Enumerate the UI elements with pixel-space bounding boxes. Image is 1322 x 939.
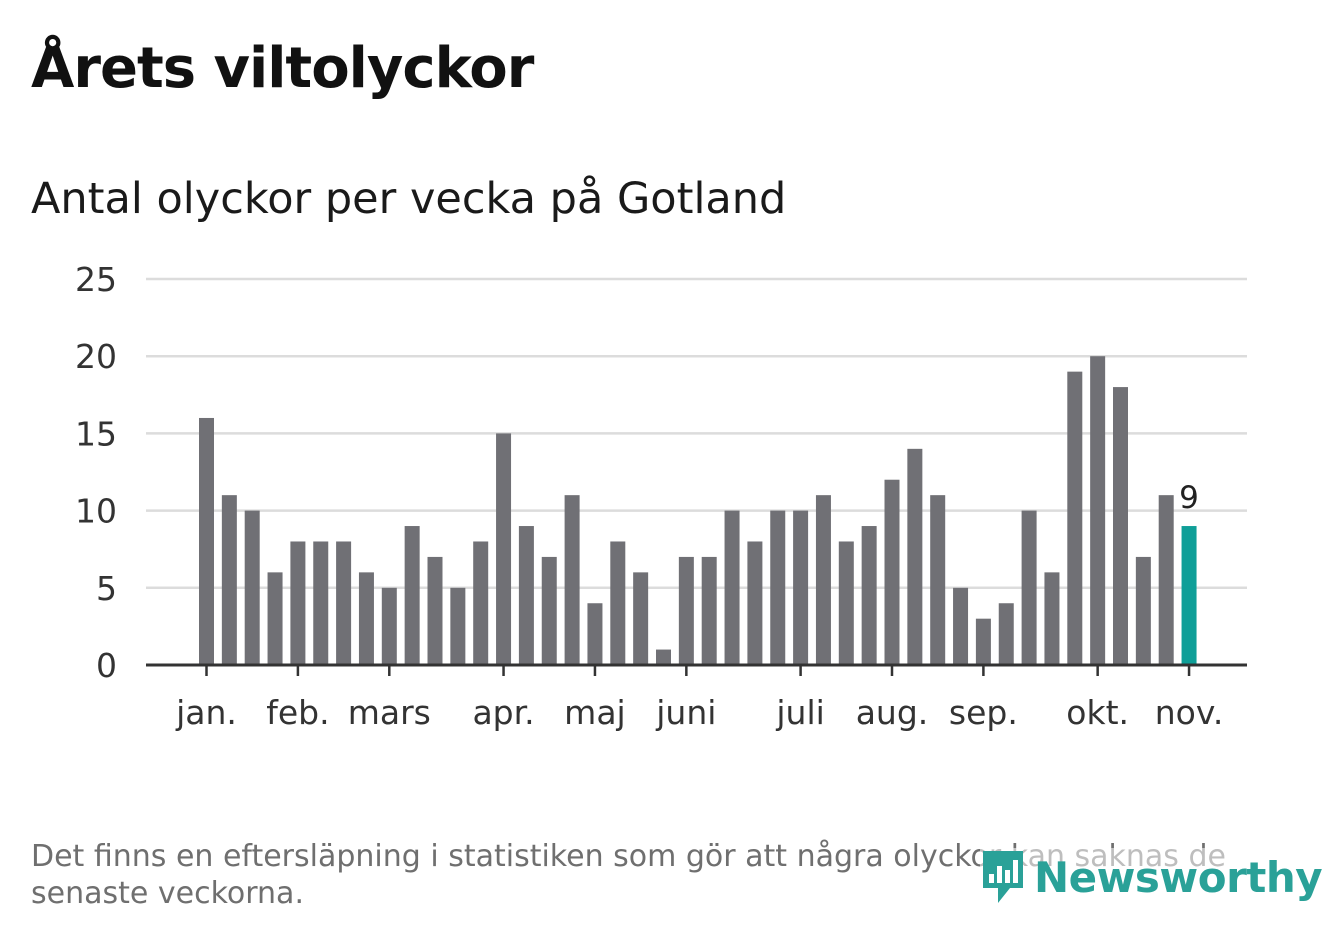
- chart-subtitle: Antal olyckor per vecka på Gotland: [31, 174, 787, 224]
- y-axis-ticks: 0 5 10 15 20 25: [75, 260, 117, 685]
- bar: [450, 587, 466, 665]
- bar: [930, 495, 946, 665]
- x-tick-label: maj: [564, 693, 626, 732]
- bar: [199, 417, 214, 665]
- bar: [221, 495, 237, 665]
- y-tick-label: 15: [75, 414, 117, 453]
- bar: [313, 541, 329, 665]
- y-tick-label: 10: [75, 492, 117, 531]
- bar: [358, 572, 374, 665]
- bar: [587, 603, 603, 665]
- bar: [838, 541, 854, 665]
- bar: [1067, 371, 1083, 665]
- y-tick-label: 0: [96, 646, 117, 685]
- newsworthy-logo-icon: [983, 851, 1023, 903]
- bar: [656, 649, 671, 665]
- newsworthy-logo[interactable]: Newsworthy: [980, 848, 1322, 906]
- x-axis-ticks: jan. feb. mars apr. maj juni juli aug. sep. okt. n…: [175, 665, 1223, 732]
- bar: [815, 495, 831, 665]
- bar: [336, 541, 352, 665]
- bar: [1135, 556, 1151, 665]
- bar: [610, 541, 626, 665]
- x-tick-label: apr.: [472, 693, 534, 732]
- bar: [381, 587, 397, 665]
- x-tick-label: jan.: [175, 693, 237, 732]
- y-tick-label: 20: [75, 337, 117, 376]
- x-tick-label: nov.: [1155, 693, 1224, 732]
- bar: [633, 572, 649, 665]
- bar: [1158, 495, 1174, 665]
- bar: [770, 510, 786, 665]
- data-labels: 9: [1179, 480, 1199, 516]
- x-tick-label: mars: [348, 693, 431, 732]
- x-tick-label: okt.: [1066, 693, 1129, 732]
- bar: [678, 556, 694, 665]
- bars: [199, 356, 1197, 665]
- gridlines: [146, 277, 1247, 590]
- x-tick-label: sep.: [949, 693, 1018, 732]
- bar: [861, 526, 877, 665]
- bar: [404, 526, 420, 665]
- bar: [1021, 510, 1037, 665]
- x-tick-label: juli: [775, 693, 824, 732]
- bar: [518, 526, 534, 665]
- bar: [496, 433, 512, 665]
- x-tick-label: feb.: [266, 693, 329, 732]
- bar: [473, 541, 489, 665]
- bar: [427, 556, 443, 665]
- bar: [541, 556, 557, 665]
- highlight-value-label: 9: [1179, 480, 1199, 516]
- bar: [267, 572, 283, 665]
- bar: [884, 479, 900, 665]
- bar-chart: 0 5 10 15 20 25 jan. feb. mars apr. maj juni juli au…: [75, 260, 1247, 732]
- bar: [793, 510, 809, 665]
- bar: [290, 541, 306, 665]
- y-tick-label: 25: [75, 260, 117, 299]
- brand-name: Newsworthy: [1034, 852, 1322, 902]
- chart-title: Årets viltolyckor: [31, 36, 534, 101]
- bar: [907, 448, 923, 665]
- bar: [998, 603, 1014, 665]
- bar: [244, 510, 260, 665]
- bar: [701, 556, 717, 665]
- bar: [953, 587, 969, 665]
- bar: [564, 495, 580, 665]
- bar: [724, 510, 740, 665]
- x-tick-label: juni: [655, 693, 716, 732]
- bar: [1113, 387, 1128, 665]
- bar: [1044, 572, 1060, 665]
- bar: [975, 618, 991, 665]
- bar: [1090, 356, 1106, 665]
- bar-highlight: [1181, 526, 1197, 665]
- y-tick-label: 5: [96, 569, 117, 608]
- bar: [747, 541, 763, 665]
- x-tick-label: aug.: [856, 693, 929, 732]
